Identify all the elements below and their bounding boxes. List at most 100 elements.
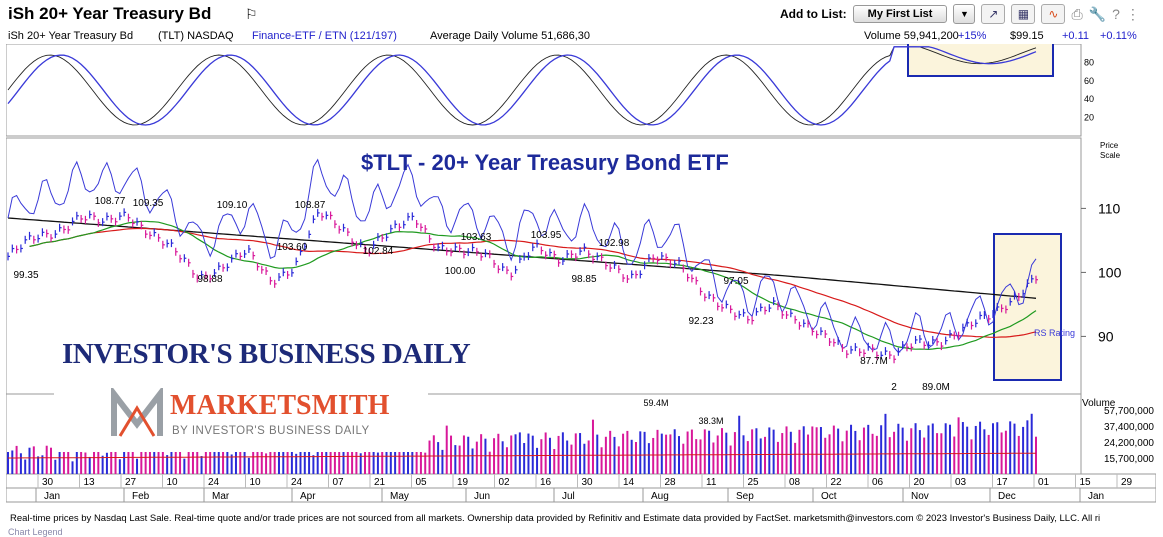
indicator-axis-label: 40 [1084,94,1094,104]
indicator-axis-label: 80 [1084,57,1094,67]
add-to-list-label: Add to List: [780,7,847,21]
price-annotation: 103.60 [277,242,308,253]
date-label: 19 [457,477,469,488]
date-label: 15 [1080,477,1092,488]
date-label: 24 [291,477,303,488]
price-scale-label: Price [1100,141,1119,150]
list-select[interactable]: My First List [852,5,948,23]
line-chart-icon[interactable]: ∿ [1041,4,1066,24]
month-label: Jul [562,491,575,502]
marketsmith-m-icon [111,388,163,437]
price-annotation: 99.35 [13,270,38,281]
price-axis-label: 100 [1098,264,1122,280]
month-label: Jun [474,491,490,502]
chart-legend-link[interactable]: Chart Legend [8,527,63,537]
info-category-link[interactable]: Finance-ETF / ETN (121/197) [252,30,397,42]
month-label: Feb [132,491,150,502]
indicator-highlight-box [907,44,1054,77]
month-label: Jan [1088,491,1104,502]
price-annotation: 102.98 [599,238,630,249]
volume-ma-line [8,452,1036,459]
price-scale-label: Scale [1100,151,1121,160]
chevron-down-icon[interactable]: ▼ [953,4,976,24]
price-annotation: 103.95 [531,230,562,241]
month-label: May [390,491,409,502]
print-icon[interactable]: ⎙ [1071,5,1083,22]
date-label: 01 [1038,477,1050,488]
date-label: 02 [499,477,511,488]
price-axis-label: 110 [1098,200,1121,216]
date-label: 14 [623,477,635,488]
settings-icon[interactable]: ⋮ [1125,5,1140,22]
date-label: 13 [84,477,96,488]
indicator-pane [6,44,1082,137]
indicator-slow-line [7,46,1037,126]
rs-line [7,158,1037,354]
layout-grid-icon[interactable]: ▦ [1011,4,1036,24]
info-avg-volume: Average Daily Volume 51,686,30 [430,30,591,42]
info-change: +0.11 [1062,30,1090,42]
date-label: 11 [706,477,717,488]
chart-type-icon[interactable]: ↗ [981,4,1006,24]
rs-rating-label: RS Rating [1034,328,1075,338]
date-label: 27 [125,477,137,488]
price-annotation: 98.85 [571,274,596,285]
price-annotation: 100.00 [445,266,476,277]
volume-axis-label: 57,700,000 [1104,406,1154,417]
month-label: Oct [821,491,837,502]
price-annotation: 102.84 [363,246,394,257]
price-annotation: 103.63 [461,232,492,243]
toolbar: Add to List: My First List ▼ ↗ ▦ ∿ ⎙ 🔧 ?… [780,3,1140,25]
date-label: 10 [250,477,262,488]
date-label: 16 [540,477,552,488]
ma-21-line [29,220,1037,351]
date-label: 08 [789,477,801,488]
month-label: Sep [736,491,754,502]
price-highlight-box [993,233,1062,381]
flag-icon[interactable]: ⚐ [245,6,258,22]
ma-50-line [29,227,1037,338]
date-label: 22 [831,477,843,488]
date-label: 20 [914,477,926,488]
volume-annotation: 59.4M [643,398,668,408]
month-label: Mar [212,491,230,502]
ibd-logo: INVESTOR'S BUSINESS DAILY [62,338,471,370]
price-annotation: 92.23 [688,316,713,327]
date-label: 07 [333,477,345,488]
indicator-fast-line [7,46,1037,126]
date-label: 21 [374,477,386,488]
date-label: 05 [416,477,428,488]
marketsmith-logo: MARKETSMITH [170,390,390,421]
page-title: iSh 20+ Year Treasury Bd [8,4,212,23]
month-label: Dec [998,491,1016,502]
info-bar: iSh 20+ Year Treasury Bd (TLT) NASDAQ Fi… [6,30,1161,43]
month-label: Nov [911,491,929,502]
price-annotation: 109.35 [133,198,164,209]
volume-axis-label: 15,700,000 [1104,454,1154,465]
info-name: iSh 20+ Year Treasury Bd [8,30,134,42]
price-annotation: 108.77 [95,196,126,207]
indicator-axis-label: 60 [1084,76,1094,86]
volume-axis-label: 24,200,000 [1104,438,1154,449]
help-icon[interactable]: ? [1112,6,1120,22]
price-annotation: 98.88 [197,274,222,285]
price-axis-label: 90 [1098,328,1114,344]
info-price: $99.15 [1010,30,1044,42]
month-label: Jan [44,491,60,502]
volume-axis-label: 37,400,000 [1104,422,1154,433]
info-volume-change: +15% [958,30,987,42]
price-annotation: 108.87 [295,200,326,211]
month-label: Apr [300,491,316,502]
indicator-axis-label: 20 [1084,113,1094,123]
marketsmith-sub: BY INVESTOR'S BUSINESS DAILY [172,425,370,437]
tools-icon[interactable]: 🔧 [1088,5,1107,22]
info-change-pct: +0.11% [1100,30,1137,42]
info-volume: Volume 59,941,200 [864,30,959,42]
date-label: 10 [167,477,179,488]
volume-annotation: 38.3M [698,416,723,426]
date-label: 06 [872,477,884,488]
date-label: 03 [955,477,967,488]
date-label: 28 [665,477,677,488]
price-annotation: 109.10 [217,200,248,211]
month-label: Aug [651,491,669,502]
